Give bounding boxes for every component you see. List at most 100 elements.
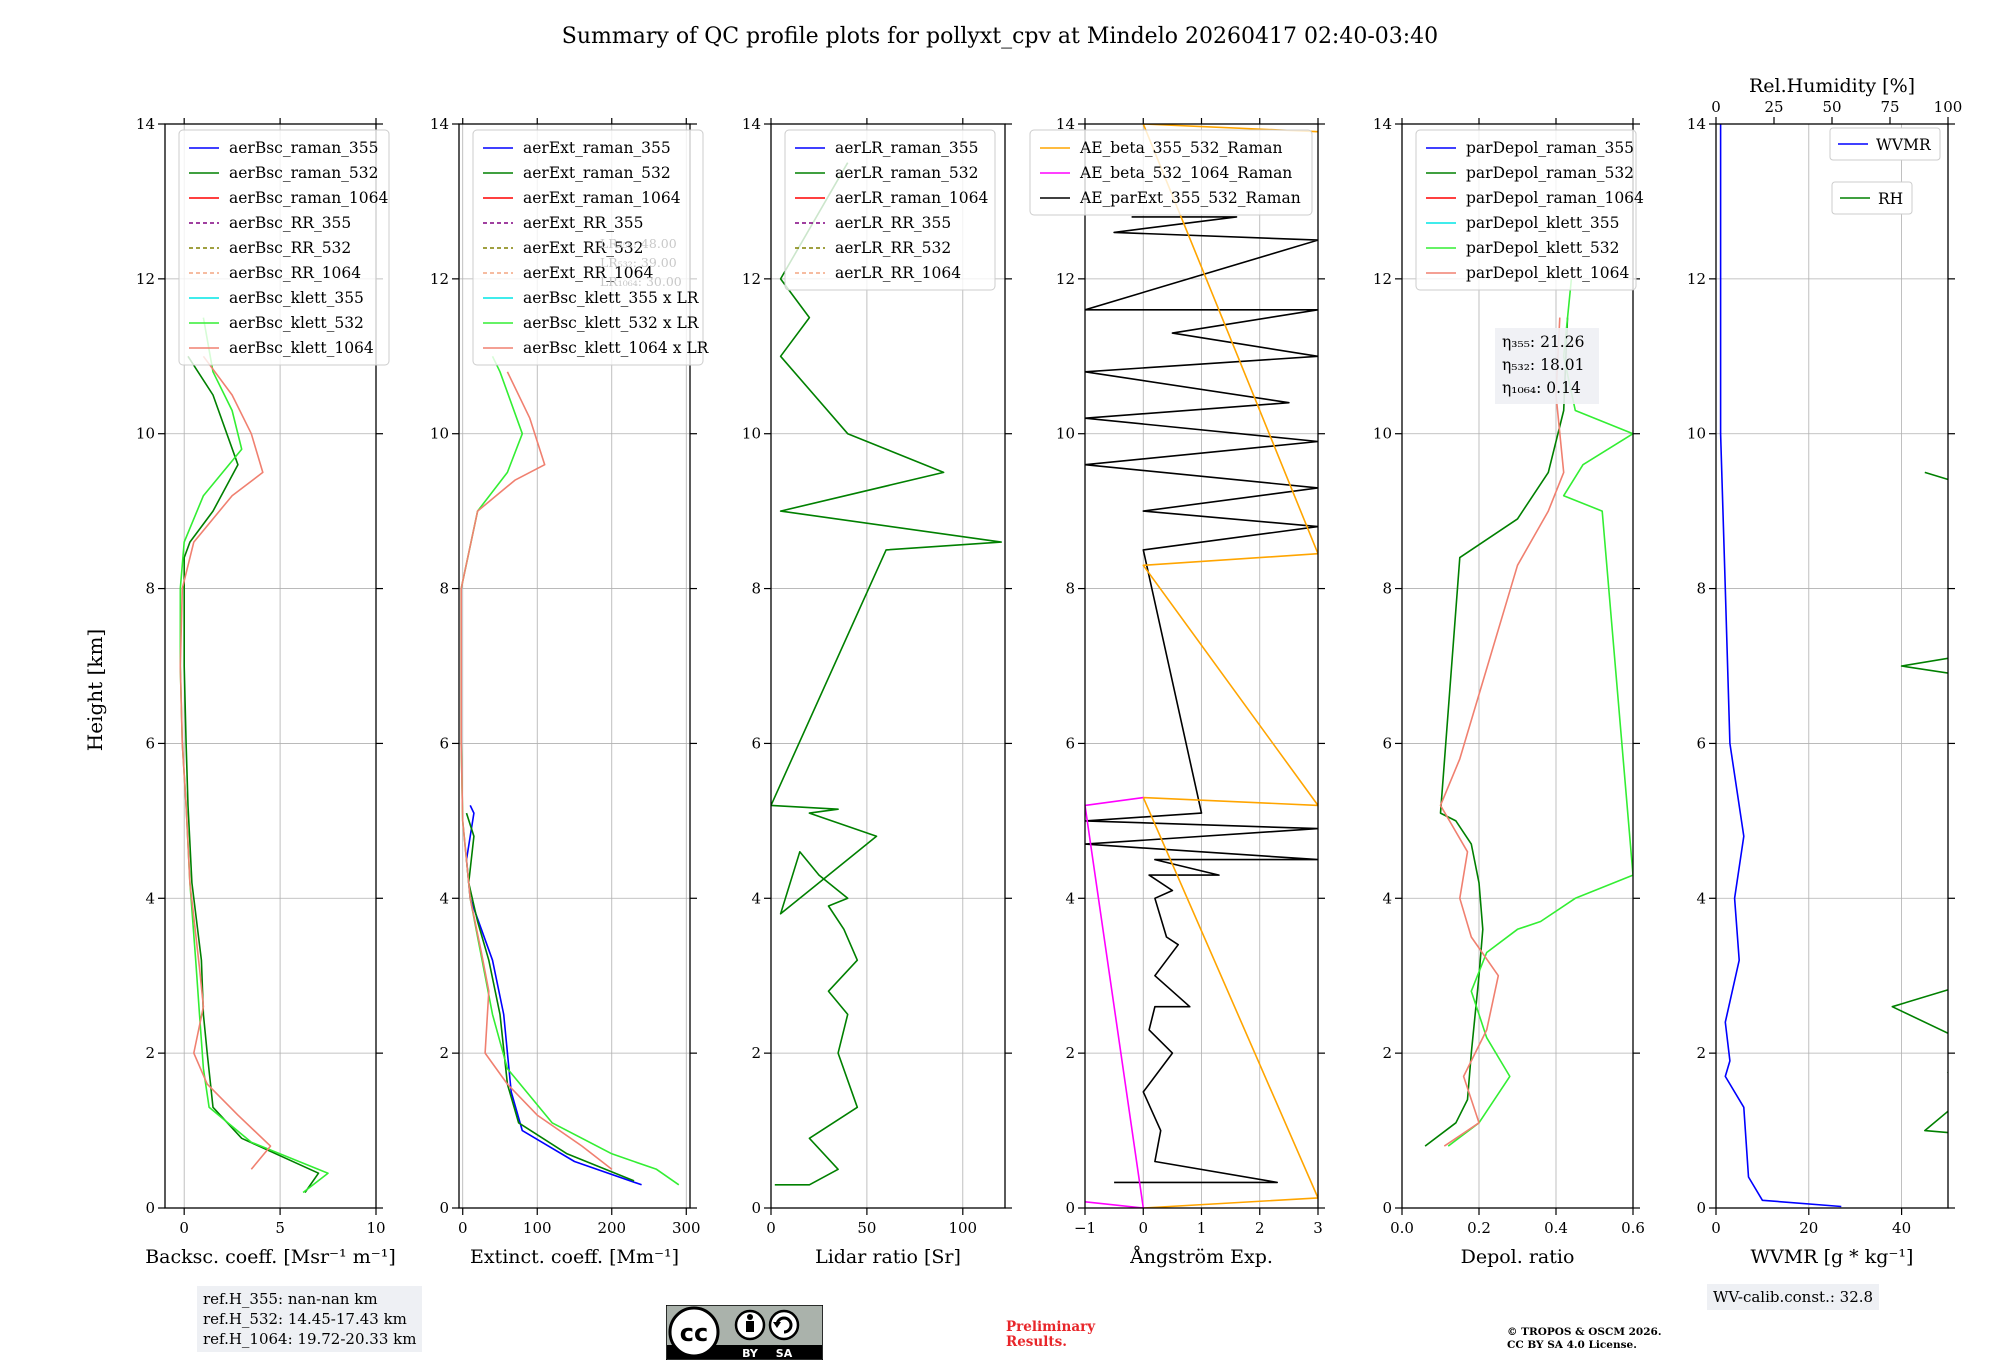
y-tick-label-depolarization-1: 2 xyxy=(1382,1044,1392,1062)
legend-entry-depolarization-3: parDepol_klett_355 xyxy=(1426,214,1619,232)
y-tick-label-depolarization-5: 10 xyxy=(1373,425,1392,443)
panel-extinction: 0 100 200 300 0 2 4 6 8 10 12 14 Extinct. coeff. [Mm… xyxy=(430,115,710,1268)
x-tick-label-angstrom-4: 3 xyxy=(1313,1219,1323,1237)
x-tick-label-depolarization-3: 0.6 xyxy=(1621,1219,1645,1237)
svg-text:aerLR_raman_1064: aerLR_raman_1064 xyxy=(835,189,988,207)
y-tick-label-extinction-3: 6 xyxy=(439,734,449,752)
y-tick-label-depolarization-2: 4 xyxy=(1382,889,1392,907)
y-tick-label-water-vapor-1: 2 xyxy=(1696,1044,1706,1062)
series-extinction-aerext-raman-532 xyxy=(465,812,635,1182)
series-depolarization-pardepol-klett-532 xyxy=(1447,278,1633,1147)
axes-frame-water-vapor xyxy=(1715,123,1949,1209)
x-axis-label-water-vapor: WVMR [g * kg⁻¹] xyxy=(1751,1246,1914,1268)
series-extinction-aerbsc-klett-1064-x-lr xyxy=(460,371,613,1170)
y-tick-label-water-vapor-6: 12 xyxy=(1687,270,1706,288)
series-backscatter-aerbsc-raman-532 xyxy=(183,355,320,1193)
svg-text:aerLR_RR_1064: aerLR_RR_1064 xyxy=(835,264,961,282)
x-tick-label-depolarization-0: 0.0 xyxy=(1390,1219,1414,1237)
preliminary-results-note: Preliminary Results. xyxy=(1006,1320,1095,1350)
preliminary-line-2: Results. xyxy=(1006,1334,1067,1350)
y-tick-label-extinction-0: 0 xyxy=(439,1199,449,1217)
y-tick-label-backscatter-6: 12 xyxy=(136,270,155,288)
svg-text:aerExt_RR_355: aerExt_RR_355 xyxy=(523,214,644,232)
y-tick-label-depolarization-3: 6 xyxy=(1382,734,1392,752)
legend-entry-backscatter-2: aerBsc_raman_1064 xyxy=(189,189,389,207)
y-tick-label-extinction-7: 14 xyxy=(430,115,449,133)
series-backscatter-aerbsc-klett-1064 xyxy=(179,355,272,1170)
svg-text:aerBsc_RR_532: aerBsc_RR_532 xyxy=(229,239,351,257)
y-tick-label-depolarization-0: 0 xyxy=(1382,1199,1392,1217)
y-tick-label-lidar-ratio-2: 4 xyxy=(751,889,761,907)
legend-entry-angstrom-2: AE_parExt_355_532_Raman xyxy=(1040,189,1301,207)
svg-text:parDepol_raman_532: parDepol_raman_532 xyxy=(1466,164,1634,182)
svg-text:aerBsc_raman_355: aerBsc_raman_355 xyxy=(229,139,379,157)
svg-text:parDepol_raman_355: parDepol_raman_355 xyxy=(1466,139,1634,157)
x-tick-label-backscatter-2: 10 xyxy=(366,1219,385,1237)
y-tick-label-backscatter-4: 8 xyxy=(145,580,155,598)
y-tick-label-water-vapor-2: 4 xyxy=(1696,889,1706,907)
svg-text:AE_beta_532_1064_Raman: AE_beta_532_1064_Raman xyxy=(1079,164,1292,182)
svg-text:parDepol_klett_532: parDepol_klett_532 xyxy=(1466,239,1619,257)
series-angstrom-ae-beta-532-1064-raman xyxy=(1085,796,1145,1208)
x-axis-label-lidar-ratio: Lidar ratio [Sr] xyxy=(815,1246,961,1268)
svg-text:aerLR_raman_355: aerLR_raman_355 xyxy=(835,139,978,157)
copyright-note: © TROPOS & OSCM 2026. CC BY SA 4.0 Licen… xyxy=(1507,1326,1662,1352)
y-tick-label-backscatter-5: 10 xyxy=(136,425,155,443)
x-tick-label-angstrom-2: 1 xyxy=(1197,1219,1207,1237)
legend-entry-depolarization-0: parDepol_raman_355 xyxy=(1426,139,1634,157)
y-tick-label-extinction-5: 10 xyxy=(430,425,449,443)
legend-entry-backscatter-8: aerBsc_klett_1064 xyxy=(189,339,374,357)
legend-entry-lidar-ratio-5: aerLR_RR_1064 xyxy=(795,264,961,282)
svg-text:aerLR_raman_532: aerLR_raman_532 xyxy=(835,164,978,182)
x-tick-label-angstrom-1: 0 xyxy=(1138,1219,1148,1237)
annotation-extinction-0: LR₃₅₅: 48.00 xyxy=(600,236,677,251)
legend-entry-backscatter-1: aerBsc_raman_532 xyxy=(189,164,379,182)
panel-water-vapor: 0 20 40 0 2 4 6 8 10 12 14 WVMR [g * kg⁻¹] 0 25 50 75 10… xyxy=(1687,75,1963,1268)
series-extinction-aerbsc-klett-532-x-lr xyxy=(460,355,680,1186)
y-tick-label-lidar-ratio-7: 14 xyxy=(742,115,761,133)
svg-text:AE_parExt_355_532_Raman: AE_parExt_355_532_Raman xyxy=(1079,189,1301,207)
y-tick-label-depolarization-6: 12 xyxy=(1373,270,1392,288)
y-tick-label-lidar-ratio-5: 10 xyxy=(742,425,761,443)
legend-lidar-ratio: aerLR_raman_355 aerLR_raman_532 aerLR_rama… xyxy=(784,129,996,291)
x-tick-label-lidar-ratio-1: 50 xyxy=(857,1219,876,1237)
y-tick-label-angstrom-4: 8 xyxy=(1065,580,1075,598)
svg-text:aerBsc_raman_1064: aerBsc_raman_1064 xyxy=(229,189,389,207)
y-tick-label-water-vapor-0: 0 xyxy=(1696,1199,1706,1217)
svg-text:aerExt_RR_1064: aerExt_RR_1064 xyxy=(523,264,654,282)
top-tick-label-4: 100 xyxy=(1934,98,1963,116)
panel-lidar-ratio: 0 50 100 0 2 4 6 8 10 12 14 Lidar ratio [Sr] aerLR_r… xyxy=(742,115,1012,1268)
axes-frame-backscatter xyxy=(164,123,377,1209)
wv-calib-const: WV-calib.const.: 32.8 xyxy=(1713,1288,1874,1306)
x-tick-label-depolarization-2: 0.4 xyxy=(1544,1219,1568,1237)
svg-text:aerBsc_RR_1064: aerBsc_RR_1064 xyxy=(229,264,361,282)
top-tick-label-1: 25 xyxy=(1764,98,1783,116)
x-tick-label-lidar-ratio-0: 0 xyxy=(766,1219,776,1237)
svg-text:aerExt_RR_532: aerExt_RR_532 xyxy=(523,239,644,257)
y-tick-label-water-vapor-3: 6 xyxy=(1696,734,1706,752)
annotation-depolarization-2: η₁₀₆₄: 0.14 xyxy=(1502,379,1581,397)
series-lidar-ratio-aerlr-raman-532 xyxy=(771,162,1003,1186)
y-tick-label-extinction-1: 2 xyxy=(439,1044,449,1062)
cc-icon-text: cc xyxy=(680,1319,708,1347)
sa-label: SA xyxy=(776,1347,793,1360)
y-tick-label-extinction-2: 4 xyxy=(439,889,449,907)
reference-height-box: ref.H_355: nan-nan km ref.H_532: 14.45-1… xyxy=(197,1286,423,1352)
copyright-line-1: © TROPOS & OSCM 2026. xyxy=(1507,1326,1662,1338)
y-tick-label-angstrom-0: 0 xyxy=(1065,1199,1075,1217)
y-tick-label-water-vapor-4: 8 xyxy=(1696,580,1706,598)
x-tick-label-water-vapor-1: 20 xyxy=(1799,1219,1818,1237)
x-tick-label-backscatter-1: 5 xyxy=(275,1219,285,1237)
series-angstrom-ae-parext-355-532-raman xyxy=(1085,216,1318,1184)
figure-title: Summary of QC profile plots for pollyxt_… xyxy=(562,24,1438,49)
y-axis-label: Height [km] xyxy=(83,629,107,751)
legend-extinction: aerExt_raman_355 aerExt_raman_532 aerExt_r… xyxy=(472,129,710,366)
y-tick-label-angstrom-2: 4 xyxy=(1065,889,1075,907)
y-tick-label-backscatter-2: 4 xyxy=(145,889,155,907)
svg-text:parDepol_raman_1064: parDepol_raman_1064 xyxy=(1466,189,1644,207)
x-tick-label-water-vapor-0: 0 xyxy=(1711,1219,1721,1237)
x-tick-label-lidar-ratio-2: 100 xyxy=(948,1219,977,1237)
legend-entry-extinction-7: aerBsc_klett_532 x LR xyxy=(483,314,700,332)
svg-text:aerBsc_klett_355: aerBsc_klett_355 xyxy=(229,289,364,307)
y-tick-label-angstrom-5: 10 xyxy=(1056,425,1075,443)
